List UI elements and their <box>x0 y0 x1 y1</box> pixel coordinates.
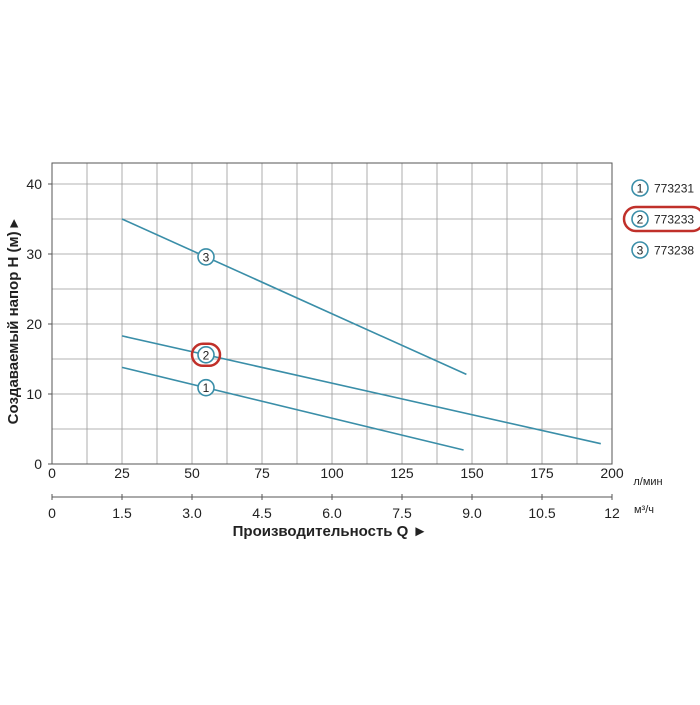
x-tick-label-primary: 100 <box>320 465 344 481</box>
series-marker-label: 1 <box>203 381 210 395</box>
legend-entry-773231: 773231 <box>654 182 694 196</box>
x-tick-label-secondary: 4.5 <box>252 505 272 521</box>
x-tick-label-secondary: 0 <box>48 505 56 521</box>
x-tick-label-primary: 200 <box>600 465 624 481</box>
series-marker-label: 3 <box>203 250 210 264</box>
y-tick-label: 30 <box>26 246 42 262</box>
series-line-3 <box>121 218 467 376</box>
x-tick-label-primary: 75 <box>254 465 270 481</box>
x-tick-label-primary: 125 <box>390 465 414 481</box>
x-tick-label-secondary: 12 <box>604 505 620 521</box>
y-tick-label: 20 <box>26 316 42 332</box>
legend-marker-2 <box>631 210 649 228</box>
legend-entry-773233: 773233 <box>654 213 694 227</box>
y-tick-label: 0 <box>34 456 42 472</box>
legend-marker-3 <box>631 241 649 259</box>
x-tick-label-secondary: 6.0 <box>322 505 342 521</box>
y-tick-label: 40 <box>26 176 42 192</box>
x-axis-title: Производительность Q ► <box>233 523 428 540</box>
legend-marker-label: 2 <box>637 213 644 227</box>
series-marker-2 <box>197 346 215 364</box>
series-marker-3 <box>197 248 215 266</box>
x-tick-label-primary: 0 <box>48 465 56 481</box>
series-line-1 <box>121 366 464 451</box>
series-marker-label: 2 <box>203 348 210 362</box>
x-tick-label-primary: 50 <box>184 465 200 481</box>
x-tick-label-secondary: 9.0 <box>462 505 482 521</box>
x-unit-secondary: м³/ч <box>634 504 654 516</box>
x-tick-label-secondary: 7.5 <box>392 505 412 521</box>
legend-entry-773238: 773238 <box>654 244 694 258</box>
x-tick-label-primary: 150 <box>460 465 484 481</box>
x-tick-label-secondary: 3.0 <box>182 505 202 521</box>
legend-marker-label: 1 <box>637 182 644 196</box>
x-unit-primary: л/мин <box>633 476 662 488</box>
x-tick-label-primary: 175 <box>530 465 554 481</box>
legend-highlight-ring <box>622 205 700 233</box>
highlight-ring <box>190 342 222 368</box>
y-axis-title: Создаваемый напор H (м) ▸ <box>5 218 22 424</box>
legend-marker-1 <box>631 179 649 197</box>
series-marker-1 <box>197 378 215 397</box>
y-tick-label: 10 <box>26 386 42 402</box>
plot-frame <box>51 162 613 465</box>
x-tick-label-primary: 25 <box>114 465 130 481</box>
x-tick-label-secondary: 10.5 <box>528 505 555 521</box>
legend-marker-label: 3 <box>637 244 644 258</box>
x-tick-label-secondary: 1.5 <box>112 505 132 521</box>
